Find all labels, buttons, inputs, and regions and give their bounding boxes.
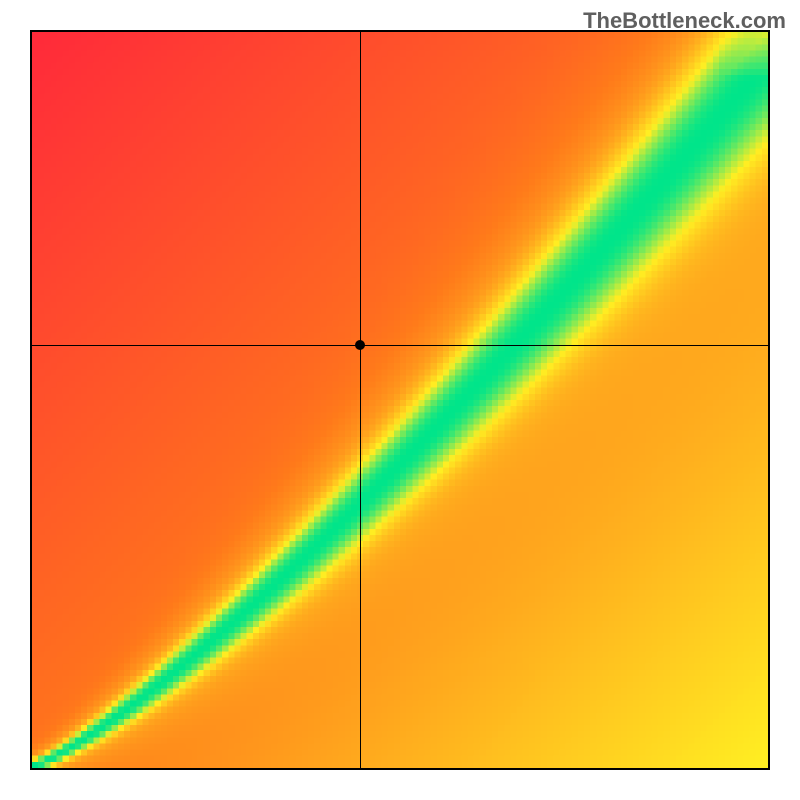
plot-area: [30, 30, 770, 770]
heatmap-canvas: [32, 32, 768, 768]
chart-container: TheBottleneck.com: [0, 0, 800, 800]
